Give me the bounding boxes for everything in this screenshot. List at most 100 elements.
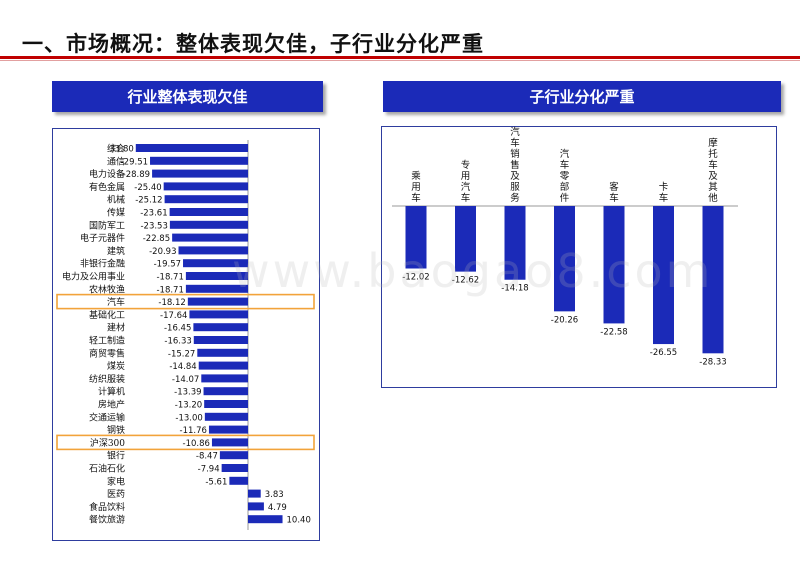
subindustry-category-char: 托	[708, 148, 718, 160]
industry-bar	[163, 182, 248, 191]
industry-category-label: 沪深300	[90, 437, 125, 449]
subindustry-category-char: 及	[510, 171, 520, 182]
subindustry-chart-header: 子行业分化严重	[383, 81, 781, 112]
industry-bar	[135, 144, 248, 152]
industry-bar	[198, 361, 248, 370]
industry-value-label: 10.40	[287, 516, 311, 526]
industry-bar	[229, 476, 248, 485]
industry-value-label: -17.64	[160, 311, 187, 321]
industry-bar	[185, 284, 248, 293]
subindustry-value-label: -20.26	[551, 315, 578, 325]
subindustry-category-char: 汽	[461, 181, 471, 193]
page-title: 一、市场概况：整体表现欠佳，子行业分化严重	[22, 32, 484, 56]
industry-bar	[248, 502, 264, 511]
subindustry-bar	[603, 206, 625, 324]
subindustry-category-char: 摩	[708, 137, 718, 149]
subindustry-category-char: 卡	[659, 181, 669, 193]
industry-category-label: 电力设备	[89, 168, 125, 180]
title-rule	[0, 56, 800, 59]
industry-category-label: 食品饮料	[89, 501, 125, 513]
industry-value-label: -14.84	[169, 362, 196, 372]
industry-bar	[169, 208, 248, 216]
subindustry-value-label: -22.58	[600, 327, 627, 337]
industry-value-label: -10.86	[183, 439, 210, 449]
subindustry-category-char: 用	[461, 171, 471, 182]
industry-category-label: 基础化工	[89, 309, 125, 321]
industry-category-label: 传媒	[107, 207, 125, 219]
industry-value-label: -16.45	[164, 324, 191, 334]
industry-bar	[178, 246, 248, 255]
industry-category-label: 轻工制造	[89, 335, 125, 347]
subindustry-category-char: 专	[461, 159, 471, 171]
industry-bar	[189, 310, 248, 319]
industry-value-label: -28.89	[123, 170, 150, 180]
industry-category-label: 建材	[107, 322, 125, 334]
industry-category-label: 纺织服装	[89, 373, 125, 385]
subindustry-category-char: 车	[708, 159, 718, 171]
industry-bar	[248, 515, 283, 524]
subindustry-category-char: 他	[708, 192, 718, 204]
industry-bar	[183, 259, 248, 268]
subindustry-bar	[405, 206, 427, 269]
subindustry-category-char: 汽	[560, 148, 570, 160]
industry-value-label: -16.33	[164, 337, 191, 347]
industry-value-label: -20.93	[149, 247, 176, 257]
industry-category-label: 电力及公用事业	[62, 271, 125, 283]
industry-value-label: -29.51	[121, 157, 148, 167]
industry-category-label: 通信	[107, 155, 125, 167]
subindustry-category-char: 乘	[411, 170, 421, 182]
industry-category-label: 医药	[107, 489, 125, 500]
industry-category-label: 银行	[107, 450, 125, 462]
subindustry-category-char: 务	[510, 192, 520, 204]
industry-value-label: -15.27	[168, 349, 195, 359]
industry-bar	[152, 169, 248, 178]
subindustry-category-char: 部	[560, 181, 570, 193]
industry-category-label: 农林牧渔	[89, 283, 125, 295]
industry-category-label: 综合	[107, 143, 125, 155]
industry-bar	[204, 412, 248, 421]
industry-value-label: -11.76	[180, 426, 207, 436]
subindustry-category-char: 服	[510, 182, 520, 193]
industry-value-label: -18.71	[156, 273, 183, 283]
industry-bar	[193, 336, 248, 344]
subindustry-category-char: 客	[609, 181, 619, 193]
subindustry-bar	[702, 206, 724, 354]
industry-bar	[172, 233, 248, 242]
industry-value-label: -7.94	[198, 465, 220, 475]
industry-category-label: 建筑	[107, 245, 125, 257]
industry-bar	[204, 400, 248, 408]
title-rule-thin	[0, 60, 800, 61]
subindustry-bar	[455, 206, 476, 272]
industry-category-label: 交通运输	[89, 411, 125, 423]
industry-bar	[211, 438, 248, 447]
industry-category-label: 石油石化	[89, 463, 125, 475]
subindustry-bar	[653, 206, 674, 345]
subindustry-category-char: 车	[659, 192, 669, 204]
industry-category-label: 电子元器件	[80, 232, 125, 244]
industry-value-label: -13.00	[175, 413, 202, 423]
industry-value-label: -23.61	[140, 209, 167, 219]
industry-category-label: 房地产	[98, 399, 125, 411]
industry-bar	[150, 156, 248, 165]
subindustry-category-char: 零	[560, 171, 570, 182]
subindustry-category-char: 销	[510, 148, 520, 160]
industry-category-label: 国防军工	[89, 219, 125, 231]
industry-bar	[164, 195, 248, 204]
industry-category-label: 餐饮旅游	[89, 514, 125, 526]
industry-value-label: -13.20	[175, 401, 202, 411]
industry-value-label: -18.71	[156, 285, 183, 295]
industry-bar	[193, 323, 248, 332]
industry-bar	[197, 348, 248, 357]
subindustry-value-label: -12.62	[452, 276, 479, 286]
industry-bar	[219, 451, 248, 460]
industry-value-label: -14.07	[172, 375, 199, 385]
industry-category-label: 煤炭	[107, 360, 125, 372]
highlight-box	[56, 293, 315, 310]
industry-category-label: 非银行金融	[80, 258, 125, 270]
industry-category-label: 计算机	[98, 386, 125, 398]
industry-category-label: 商贸零售	[89, 347, 125, 359]
subindustry-bar	[554, 206, 575, 312]
subindustry-category-char: 汽	[510, 126, 520, 138]
industry-value-label: 33.80	[109, 145, 133, 155]
industry-value-label: -22.85	[143, 234, 170, 244]
